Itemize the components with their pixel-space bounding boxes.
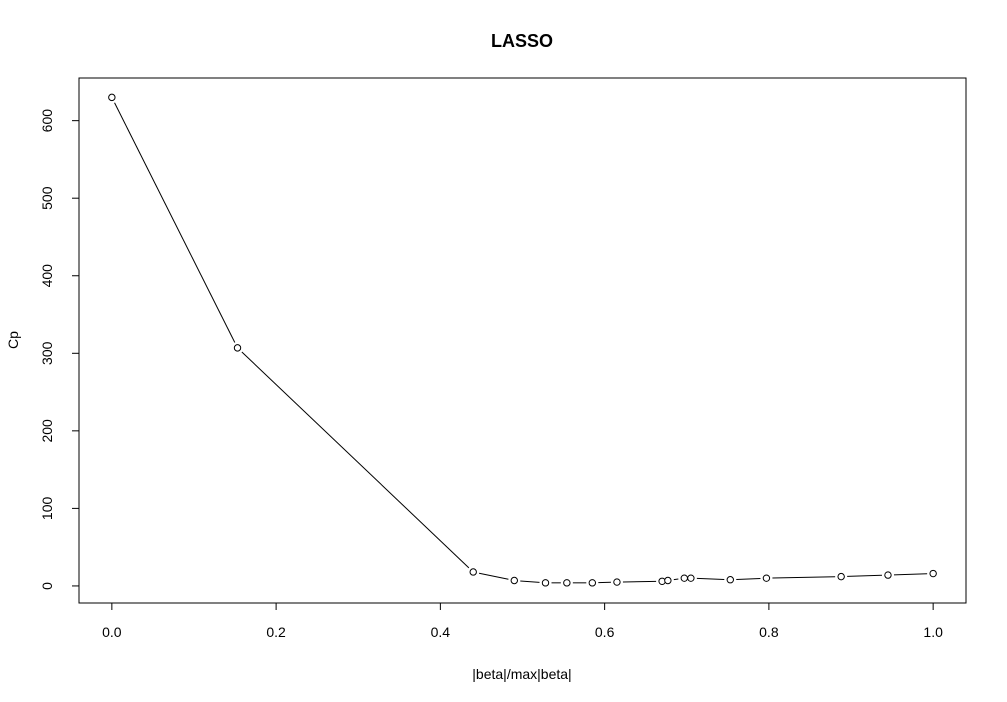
- data-point: [680, 574, 688, 582]
- y-tick-label: 600: [39, 109, 55, 133]
- data-point: [563, 579, 571, 587]
- chart-title: LASSO: [491, 31, 553, 51]
- series-segment: [772, 576, 836, 579]
- series-segment: [696, 577, 725, 580]
- x-tick-label: 0.6: [595, 624, 615, 640]
- data-point: [588, 579, 597, 587]
- x-tick-label: 0.4: [431, 624, 451, 640]
- y-axis-label: Cp: [5, 331, 21, 349]
- x-tick-label: 1.0: [923, 624, 943, 640]
- series-segment: [893, 573, 928, 576]
- data-point: [469, 568, 477, 576]
- series-segment: [622, 580, 657, 583]
- data-point: [541, 579, 550, 587]
- x-axis-label: |beta|/max|beta|: [472, 666, 571, 682]
- x-tick-label: 0.0: [102, 624, 122, 640]
- data-point: [108, 93, 116, 102]
- data-point: [233, 344, 242, 352]
- data-point: [664, 576, 672, 585]
- x-tick-label: 0.2: [266, 624, 286, 640]
- y-tick-label: 400: [39, 264, 55, 288]
- series-segment: [478, 572, 509, 580]
- series-segment: [114, 102, 236, 343]
- series-segment: [847, 574, 882, 577]
- data-point: [613, 578, 621, 586]
- y-tick-label: 300: [39, 341, 55, 365]
- series-segment: [241, 351, 470, 569]
- y-tick-label: 0: [39, 582, 55, 590]
- data-point: [929, 569, 937, 578]
- cp-series: [108, 93, 937, 587]
- x-axis: 0.0 0.2 0.4 0.6 0.8 1.0: [102, 602, 943, 640]
- y-axis: 0 100 200 300 400 500 600: [39, 109, 80, 590]
- data-point: [837, 572, 845, 581]
- y-tick-label: 500: [39, 186, 55, 210]
- plot-frame: [78, 77, 967, 604]
- series-segment: [520, 580, 540, 583]
- series-segment: [736, 577, 761, 580]
- data-point: [762, 574, 771, 582]
- y-tick-label: 100: [39, 496, 55, 520]
- y-tick-label: 200: [39, 419, 55, 443]
- data-point: [510, 576, 518, 585]
- data-point: [726, 576, 734, 584]
- x-tick-label: 0.8: [759, 624, 779, 640]
- data-point: [884, 571, 892, 579]
- data-point: [687, 574, 695, 582]
- series-segment: [673, 578, 679, 581]
